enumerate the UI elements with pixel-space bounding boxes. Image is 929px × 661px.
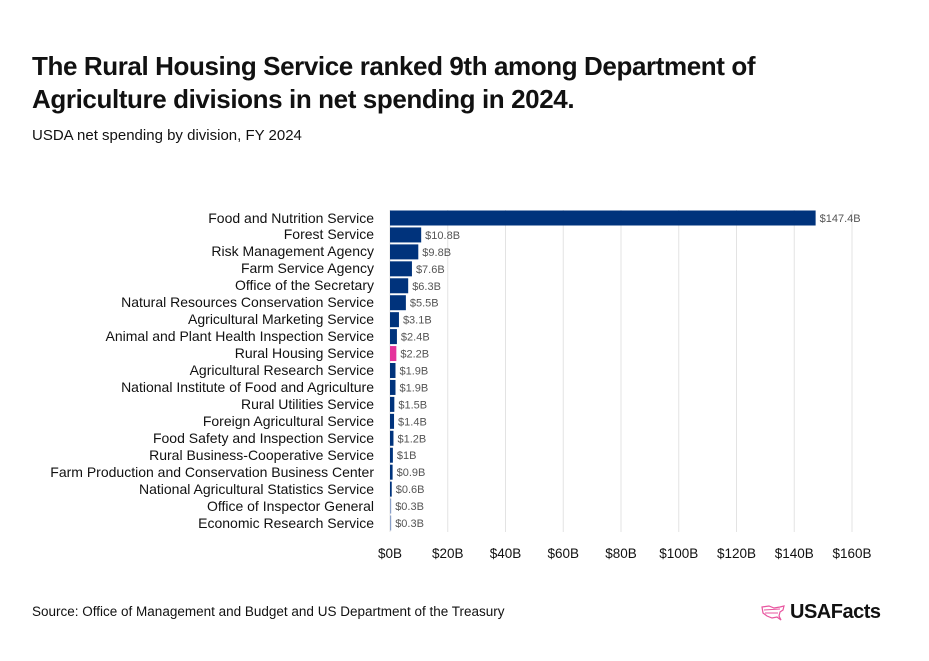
bar	[390, 261, 412, 277]
category-label: Risk Management Agency	[20, 243, 374, 260]
category-label: Farm Production and Conservation Busines…	[20, 464, 374, 481]
category-label: Farm Service Agency	[20, 260, 374, 277]
bar	[390, 363, 396, 378]
data-label: $1.9B	[399, 382, 428, 394]
data-label: $2.4B	[401, 332, 430, 344]
usafacts-logo: USAFacts	[760, 601, 881, 624]
x-tick-label: $140B	[775, 546, 814, 561]
bar	[390, 295, 406, 311]
category-label-text: Animal and Plant Health Inspection Servi…	[105, 328, 374, 345]
data-label: $10.8B	[425, 230, 460, 242]
x-tick-label: $160B	[832, 546, 871, 561]
category-label-text: Risk Management Agency	[211, 243, 374, 260]
bar	[390, 379, 396, 395]
data-label: $0.3B	[395, 501, 424, 513]
category-label: Office of the Secretary	[20, 277, 374, 294]
data-label: $0.3B	[395, 518, 424, 530]
category-label: Office of Inspector General	[20, 498, 374, 515]
bar	[390, 346, 397, 362]
category-label-text: Food and Nutrition Service	[208, 209, 374, 226]
bar	[390, 430, 394, 446]
x-tick-label: $120B	[717, 546, 756, 561]
data-label: $9.8B	[422, 247, 451, 259]
bar	[390, 329, 397, 345]
bar	[390, 278, 409, 294]
category-label: Food Safety and Inspection Service	[20, 430, 374, 447]
bar	[390, 413, 395, 429]
bar	[390, 227, 422, 243]
category-label: Natural Resources Conservation Service	[20, 294, 374, 311]
category-label-text: National Agricultural Statistics Service	[139, 480, 374, 497]
data-label: $0.6B	[396, 484, 425, 496]
data-label: $2.2B	[400, 349, 429, 361]
bar	[390, 498, 392, 514]
x-tick-label: $40B	[490, 546, 522, 561]
bar	[390, 210, 816, 226]
category-label-text: Rural Business-Cooperative Service	[149, 446, 374, 463]
category-label-text: Farm Service Agency	[240, 260, 374, 277]
bar	[390, 447, 393, 463]
category-label: National Institute of Food and Agricultu…	[20, 379, 374, 396]
x-tick-label: $20B	[432, 546, 464, 561]
category-label-text: Rural Housing Service	[234, 345, 374, 362]
bar	[390, 464, 393, 480]
category-label: Rural Utilities Service	[20, 396, 374, 413]
category-label: Agricultural Marketing Service	[20, 311, 374, 328]
chart-subtitle: USDA net spending by division, FY 2024	[32, 127, 302, 144]
category-label-text: Economic Research Service	[198, 514, 374, 531]
category-label-text: Farm Production and Conservation Busines…	[50, 463, 374, 480]
chart-title: The Rural Housing Service ranked 9th amo…	[32, 51, 756, 114]
data-label: $7.6B	[416, 264, 445, 276]
category-label: Food and Nutrition Service	[20, 210, 374, 227]
us-map-outline-icon	[761, 604, 785, 620]
category-label-text: Office of Inspector General	[206, 497, 374, 514]
category-label: Foreign Agricultural Service	[20, 413, 374, 430]
data-label: $5.5B	[410, 298, 439, 310]
data-label: $1.9B	[399, 366, 428, 378]
source-note: Source: Office of Management and Budget …	[32, 604, 505, 619]
category-label: Forest Service	[20, 226, 374, 243]
x-tick-label: $100B	[659, 546, 698, 561]
category-label-text: Natural Resources Conservation Service	[121, 294, 374, 311]
data-label: $1B	[397, 450, 417, 462]
data-label: $0.9B	[397, 467, 426, 479]
category-label: National Agricultural Statistics Service	[20, 481, 374, 498]
x-tick-label: $0B	[378, 546, 402, 561]
bar	[390, 312, 399, 328]
category-label-text: Office of the Secretary	[234, 277, 374, 294]
data-label: $1.2B	[397, 433, 426, 445]
category-label-text: National Institute of Food and Agricultu…	[121, 378, 374, 395]
data-label: $1.5B	[398, 399, 427, 411]
x-tick-label: $80B	[605, 546, 637, 561]
data-label: $1.4B	[398, 416, 427, 428]
bar	[390, 244, 419, 260]
category-label: Agricultural Research Service	[20, 362, 374, 379]
data-label: $6.3B	[412, 281, 441, 293]
category-label: Rural Business-Cooperative Service	[20, 447, 374, 464]
x-tick-label: $60B	[547, 546, 579, 561]
logo-text: USAFacts	[790, 601, 881, 623]
category-label: Economic Research Service	[20, 515, 374, 532]
category-label-text: Rural Utilities Service	[240, 395, 374, 412]
category-label-text: Forest Service	[283, 226, 374, 243]
bar	[390, 515, 392, 531]
bar	[390, 396, 395, 412]
category-label-text: Agricultural Research Service	[189, 362, 374, 378]
category-label: Rural Housing Service	[20, 345, 374, 362]
category-label: Animal and Plant Health Inspection Servi…	[20, 328, 374, 345]
category-label-text: Agricultural Marketing Service	[188, 311, 374, 328]
data-label: $147.4B	[820, 213, 861, 225]
category-label-text: Food Safety and Inspection Service	[152, 429, 374, 446]
bar	[390, 481, 392, 497]
category-label-text: Foreign Agricultural Service	[202, 412, 374, 429]
data-label: $3.1B	[403, 315, 432, 327]
